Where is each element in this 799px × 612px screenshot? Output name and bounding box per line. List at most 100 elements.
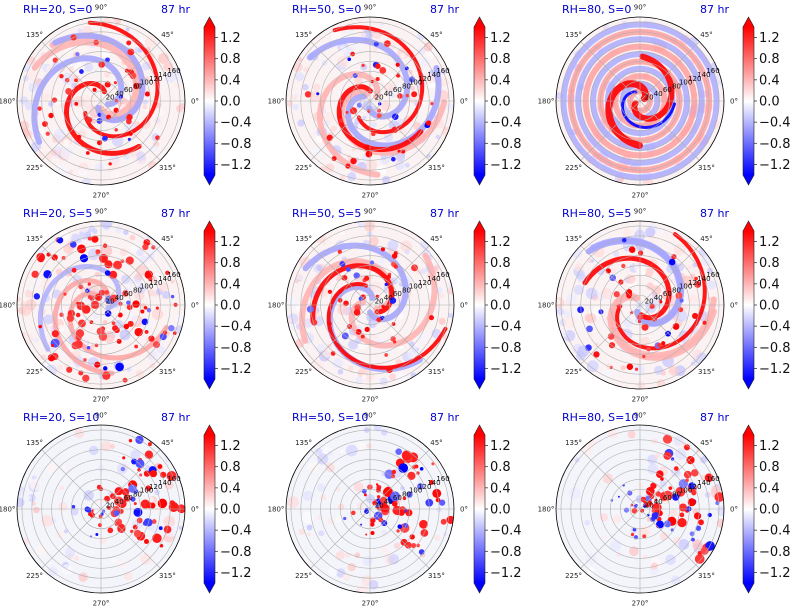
field-cell [335,455,340,460]
field-cell [102,319,108,325]
angular-gridline [639,508,700,569]
field-cell [121,274,131,284]
field-cell [135,459,145,469]
time-label: 87 hr [161,411,190,424]
field-cell [646,517,652,523]
angle-tick-label: 45° [700,439,712,447]
radial-tick-label: 140 [427,479,440,487]
radial-tick-label: 100 [140,487,153,495]
field-cell [418,549,425,555]
radial-tick-label: 160 [706,67,719,75]
field-cell [17,497,25,508]
colorbar-extend-min [474,379,485,389]
field-cell [74,101,79,106]
colorbar-tick-label: 1.2 [490,439,511,454]
field-cell [78,572,88,582]
field-cell [294,72,305,82]
field-cell [128,131,133,136]
field-cell [361,374,367,379]
field-cell [576,351,586,361]
field-cell [443,126,448,131]
time-label: 87 hr [161,207,190,220]
field-cell [36,544,48,556]
angle-tick-label: 270° [632,600,649,608]
field-cell [386,274,391,279]
field-cell [400,240,412,253]
field-cell [28,285,35,292]
field-cell [692,312,699,319]
field-cell [110,557,117,564]
field-cell [78,221,90,233]
field-cell [645,503,649,508]
field-cell [673,358,681,366]
polar-panel: 0°45°90°135°180°225°270°315°20 40 60 801001… [0,207,199,404]
radial-tick-label: 120 [688,483,701,491]
angular-gridline [639,100,700,161]
field-cell [702,320,707,325]
field-cell [94,293,103,301]
angle-tick-label: 135° [26,439,43,447]
angle-tick-label: 45° [700,235,712,243]
field-cell [100,221,113,229]
field-cell [700,546,709,555]
field-cell [383,40,391,47]
field-cell [343,495,349,500]
field-cell [123,229,129,235]
field-cell [586,360,599,373]
radial-tick-label: 140 [158,71,171,79]
angular-gridline [41,41,102,102]
field-cell [346,17,354,25]
radial-tick-label: 60 [393,494,402,502]
field-cell [69,241,77,248]
field-cell [339,174,346,181]
angular-gridline [639,245,700,306]
panel-title: RH=20, S=10 [23,411,99,424]
field-cell [113,496,124,506]
field-cell [360,334,365,339]
panel-title: RH=80, S=5 [562,207,631,220]
field-cell [585,344,592,351]
field-cell [40,354,47,361]
colorbar-tick-label: −0.4 [490,524,522,539]
field-cell [661,341,666,346]
colorbar-tick-label: 1.2 [490,31,511,46]
field-cell [670,509,678,517]
field-cell [345,267,351,272]
field-cell [323,120,330,127]
field-cell [357,221,365,229]
colorbar-extend-max [474,221,485,231]
field-cell [395,448,402,455]
field-cell [159,543,164,548]
field-cell [97,112,102,117]
field-cell [117,524,126,533]
field-cell [645,227,656,238]
field-cell [326,134,333,141]
field-cell [71,341,80,350]
colorbar-tick-label: −1.2 [220,362,252,377]
field-cell [677,517,687,528]
field-cell [651,509,656,513]
field-cell [122,456,126,460]
colorbar-tick-label: 0.0 [220,95,241,110]
angle-tick-label: 180° [0,302,15,310]
field-cell [323,111,335,123]
angular-gridline [580,245,641,306]
field-cell [88,445,99,456]
field-cell [438,317,446,325]
colorbar-gradient [474,231,485,379]
radial-tick-label: 160 [436,67,449,75]
field-cell [657,342,662,348]
colorbar-tick-label: 0.0 [220,299,241,314]
field-cell [620,365,626,371]
field-cell [31,501,36,506]
field-cell [43,314,54,325]
field-cell [100,245,113,257]
angle-tick-label: 135° [565,439,582,447]
field-cell [114,128,118,132]
colorbar-tick-label: 0.4 [759,481,780,496]
field-cell [144,450,154,459]
angular-gridline [369,508,430,569]
colorbar-outline [742,220,755,390]
field-cell [404,162,410,168]
angle-tick-label: 45° [430,439,442,447]
